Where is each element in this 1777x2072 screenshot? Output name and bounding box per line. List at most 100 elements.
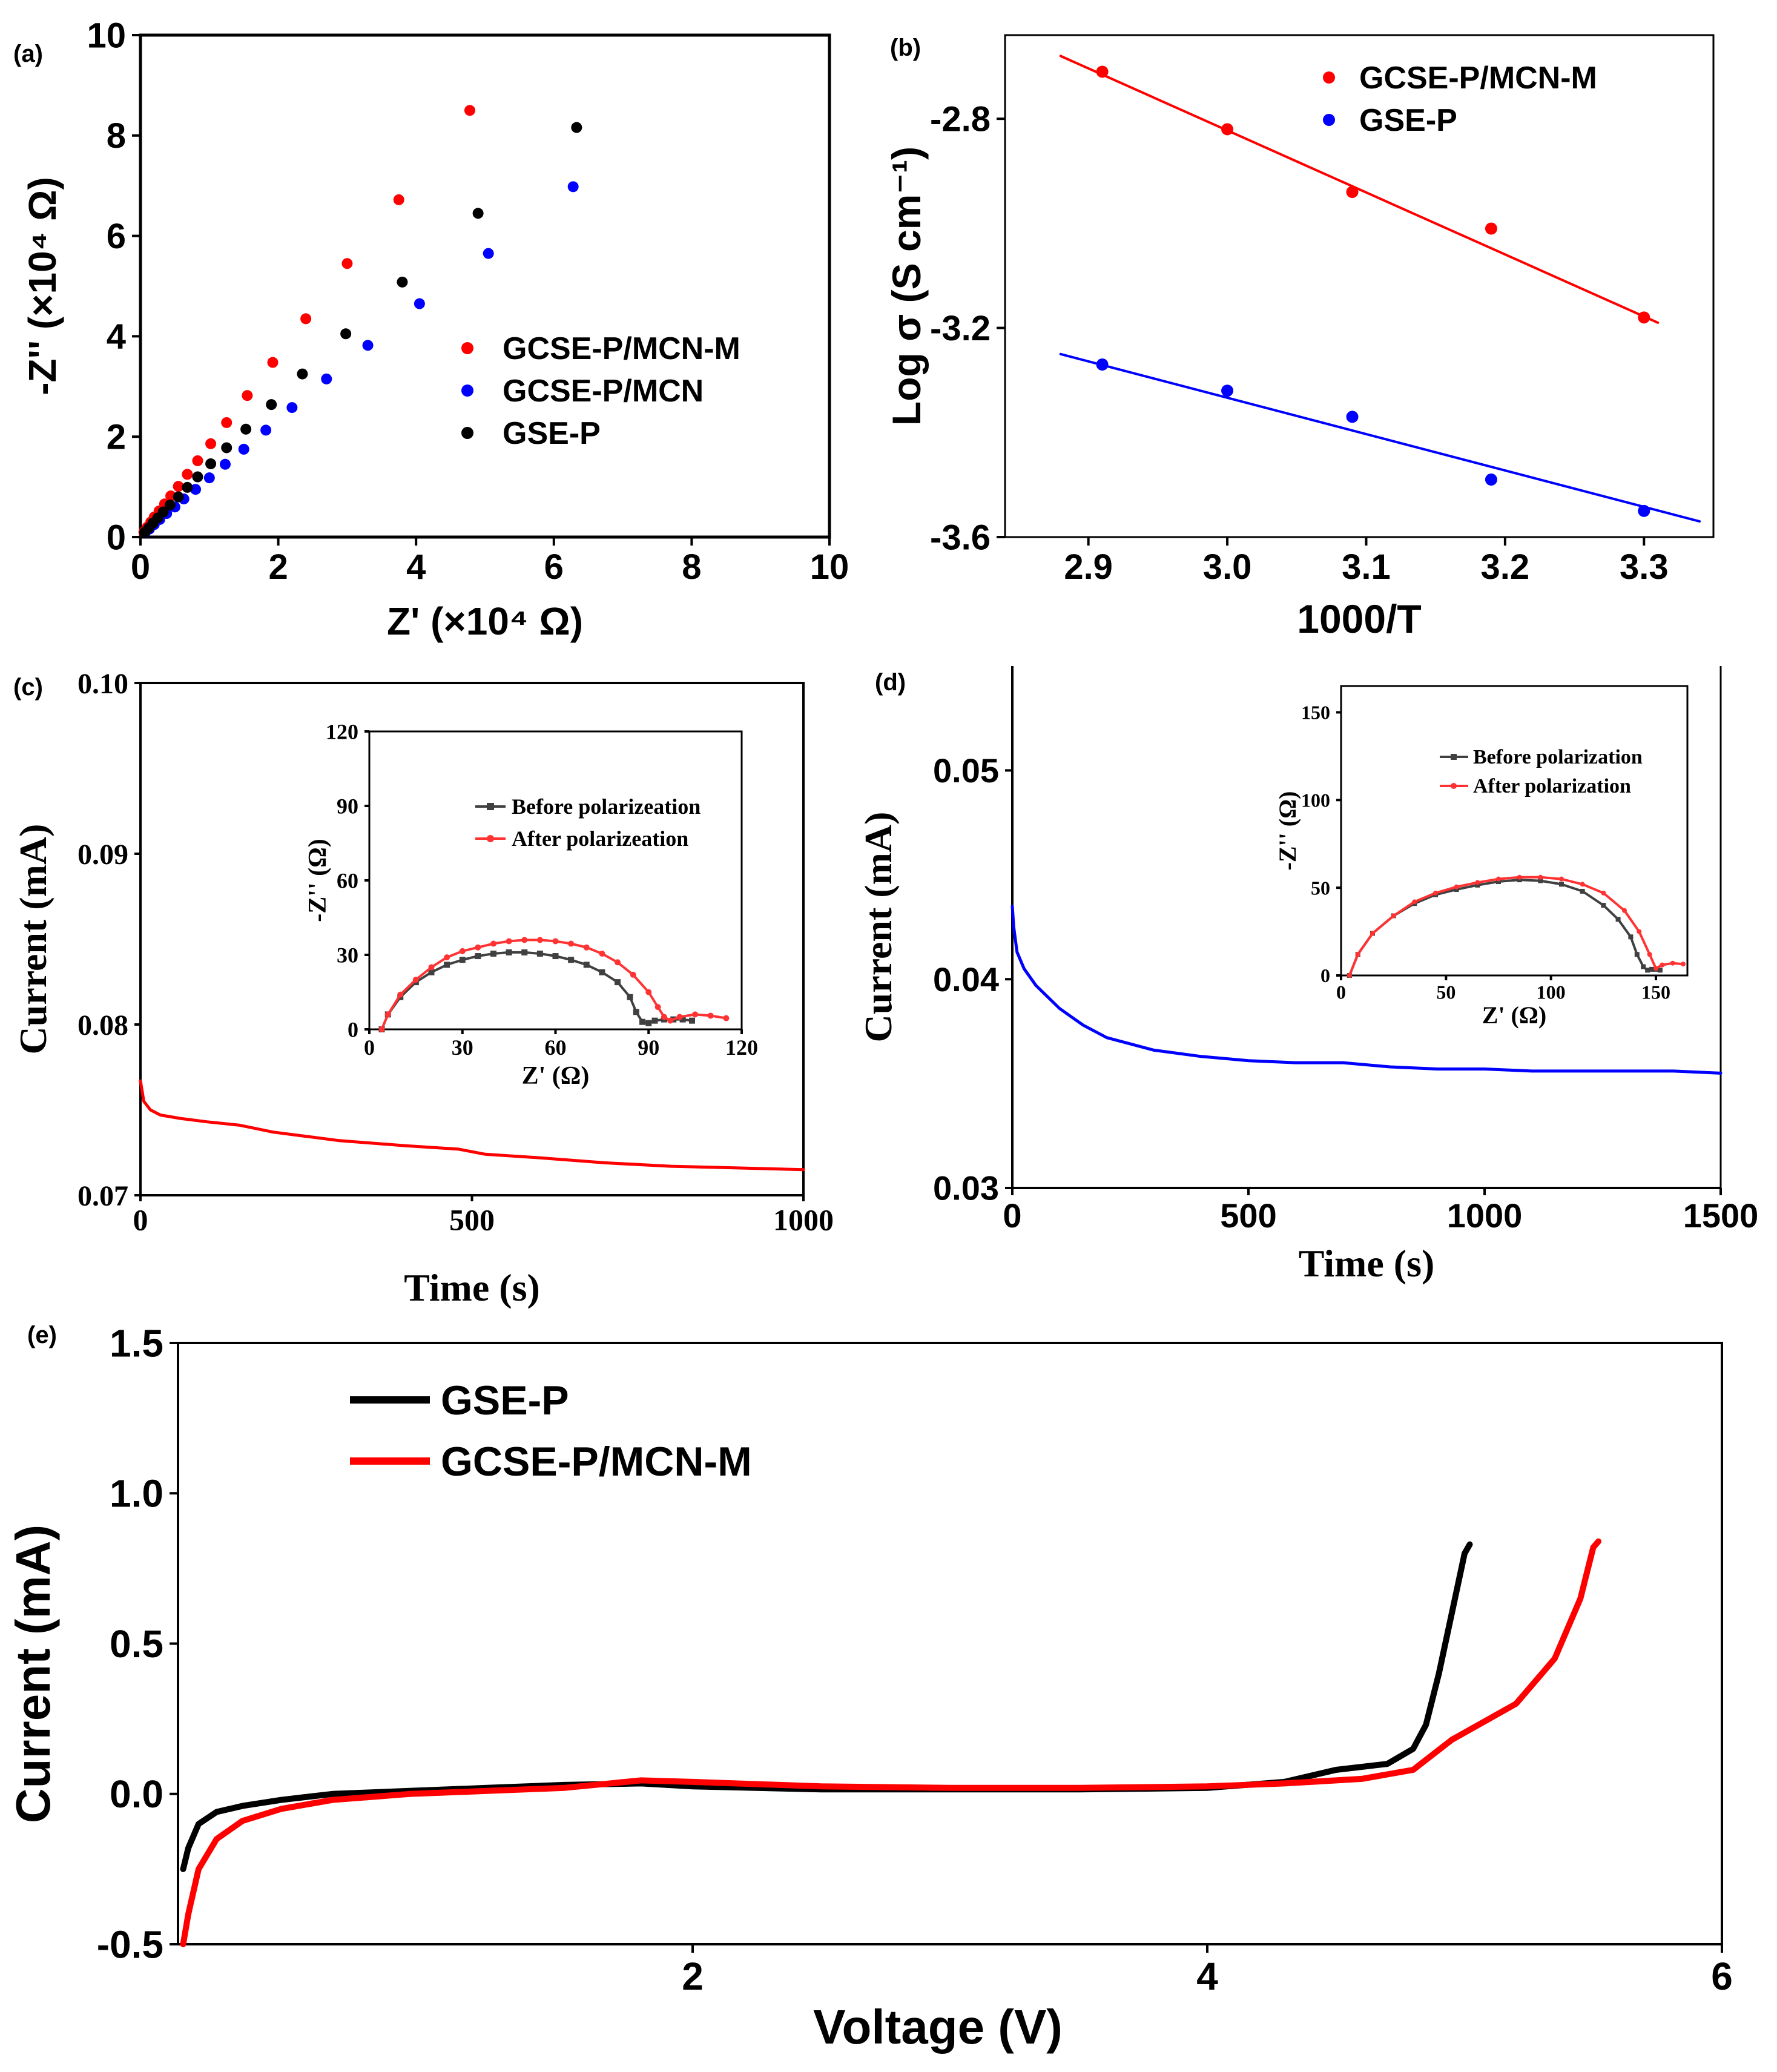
- c-inset-marker: [667, 1017, 674, 1024]
- c-ytick-label: 0.09: [77, 839, 128, 871]
- e-ytick-label: 0.5: [110, 1622, 163, 1666]
- d-inset-marker: [1347, 973, 1352, 978]
- a-point: [483, 248, 494, 259]
- a-ytick-label: 2: [107, 418, 126, 457]
- b-legend-marker: [1323, 114, 1335, 126]
- b-point: [1485, 222, 1497, 235]
- e-xtick-label: 6: [1711, 1955, 1733, 1998]
- d-inset-legend-label: After polarization: [1473, 775, 1631, 797]
- c-inset-marker: [568, 940, 575, 947]
- b-point: [1346, 411, 1359, 423]
- a-point: [297, 368, 308, 380]
- d-inset-ytick-label: 100: [1301, 790, 1330, 811]
- d-inset-xtick-label: 150: [1641, 981, 1670, 1003]
- c-inset-marker: [692, 1011, 699, 1018]
- b-xtick-label: 2.9: [1064, 547, 1113, 587]
- e-legend-label: GCSE-P/MCN-M: [441, 1439, 752, 1485]
- a-point: [192, 471, 203, 483]
- c-inset-marker: [428, 969, 435, 975]
- d-ytick-label: 0.03: [933, 1169, 999, 1207]
- c-inset-xtick-label: 60: [545, 1035, 567, 1060]
- a-point: [260, 424, 272, 436]
- d-inset-xaxis-title: Z' (Ω): [1482, 1001, 1546, 1029]
- a-xtick-label: 6: [544, 547, 564, 587]
- a-ytick-label: 10: [87, 16, 126, 55]
- c-inset-marker: [444, 962, 450, 968]
- b-plot-frame: [1004, 34, 1715, 538]
- c-inset-marker: [412, 977, 419, 983]
- c-inset-xaxis-title: Z' (Ω): [522, 1062, 590, 1090]
- c-inset-marker: [679, 1016, 686, 1023]
- c-inset-ytick-label: 30: [337, 943, 358, 968]
- a-point: [393, 194, 404, 205]
- c-inset-marker: [654, 1004, 661, 1011]
- d-inset-marker: [1412, 899, 1417, 905]
- a-point: [205, 458, 217, 469]
- d-inset-marker: [1454, 887, 1459, 892]
- a-point: [219, 458, 231, 470]
- d-inset-marker: [1601, 890, 1606, 896]
- c-inset-marker: [645, 1020, 652, 1026]
- d-inset-marker: [1454, 884, 1459, 889]
- d-inset-legend-marker: [1451, 754, 1457, 760]
- d-inset-marker: [1517, 877, 1522, 883]
- b-point: [1221, 384, 1234, 397]
- a-point: [286, 402, 298, 414]
- d-inset-plot-frame: [1340, 685, 1689, 977]
- d-inset-marker: [1634, 952, 1640, 957]
- d-inset-marker: [1622, 908, 1627, 913]
- e-xtick-label: 4: [1196, 1955, 1218, 1998]
- b-xtick-label: 3.3: [1620, 547, 1669, 587]
- c-inset-marker: [490, 950, 496, 957]
- e-ytick-label: 1.0: [110, 1472, 163, 1516]
- a-legend-label: GCSE-P/MCN-M: [503, 331, 740, 366]
- b-xtick-label: 3.2: [1481, 547, 1530, 587]
- d-inset-legend-marker: [1451, 783, 1457, 789]
- c-inset-marker: [536, 950, 543, 957]
- a-legend-marker: [461, 427, 473, 439]
- c-inset-marker: [615, 959, 621, 966]
- d-xtick-label: 500: [1220, 1196, 1276, 1235]
- d-inset-marker: [1496, 876, 1501, 882]
- d-inset-marker: [1496, 879, 1501, 885]
- c-inset-ytick-label: 120: [326, 720, 358, 744]
- d-inset-xtick-label: 50: [1436, 981, 1456, 1003]
- panel-e: (e) 2 4 6 -0.5 0.0 0.5 1.0 1.5 Voltage (V) Current…: [6, 1321, 1733, 2054]
- c-inset-legend-marker: [487, 835, 494, 842]
- e-ytick-label: -0.5: [97, 1922, 163, 1966]
- c-inset-marker: [459, 948, 466, 954]
- d-xtick-label: 0: [1003, 1196, 1021, 1235]
- e-xtick-label: 2: [682, 1955, 704, 1998]
- a-point: [182, 469, 193, 480]
- c-ytick-label: 0.07: [77, 1180, 128, 1212]
- panel-label-d: (d): [875, 669, 906, 696]
- c-inset-marker: [521, 949, 528, 955]
- d-inset-marker: [1475, 882, 1480, 888]
- e-ytick-label: 0.0: [110, 1772, 163, 1816]
- e-xaxis-title: Voltage (V): [813, 2000, 1063, 2054]
- b-point: [1096, 358, 1109, 371]
- e-lsv-curve: [180, 1541, 1473, 1872]
- panel-label-c: (c): [13, 674, 43, 701]
- c-inset-marker: [475, 944, 481, 951]
- d-ytick-label: 0.05: [933, 751, 999, 790]
- d-inset-ytick-label: 0: [1320, 965, 1330, 986]
- d-inset-marker: [1653, 966, 1658, 971]
- a-point: [266, 399, 277, 411]
- a-point: [182, 481, 193, 493]
- d-inset-marker: [1355, 952, 1360, 957]
- d-inset-marker: [1538, 878, 1543, 883]
- c-inset-marker: [615, 979, 621, 986]
- panel-label-a: (a): [13, 41, 43, 67]
- a-point: [221, 442, 232, 454]
- a-point: [190, 484, 202, 495]
- panel-c: (c) 0 500 1000 0.07 0.08 0.09 0.10 Time (s) Curre…: [12, 668, 834, 1309]
- d-current-line: [1010, 905, 1723, 1075]
- c-xtick-label: 0: [133, 1203, 148, 1237]
- e-plot-frame: [177, 1342, 1723, 1945]
- b-xtick-label: 3.1: [1342, 547, 1391, 587]
- c-inset-xtick-label: 120: [725, 1035, 758, 1060]
- c-inset-marker: [661, 1014, 667, 1020]
- c-yaxis-title: Current (mA): [12, 824, 54, 1055]
